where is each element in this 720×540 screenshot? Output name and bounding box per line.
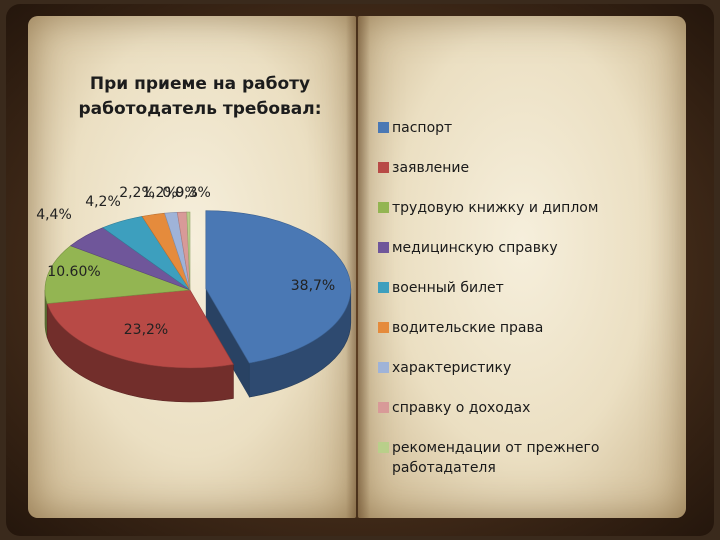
- data-label-3: 4,4%: [36, 207, 72, 223]
- chart-title: При приеме на работу работодатель требов…: [78, 74, 322, 119]
- book-spine: [346, 16, 370, 518]
- legend-label-8: рекомендации от прежнего работадателя: [392, 440, 600, 476]
- pie-slice-8: [186, 211, 191, 291]
- right-page: [358, 16, 686, 518]
- legend-item-5: водительские права: [378, 318, 658, 338]
- legend-item-1: заявление: [378, 158, 658, 178]
- data-label-1: 23,2%: [124, 322, 168, 338]
- data-label-4: 4,2%: [85, 194, 121, 210]
- legend-swatch-4: [378, 282, 389, 293]
- pie-slice-0: [205, 210, 352, 364]
- legend-item-7: справку о доходах: [378, 398, 658, 418]
- legend-swatch-1: [378, 162, 389, 173]
- data-label-6: 1,2%: [142, 185, 178, 201]
- legend-label-1: заявление: [392, 160, 470, 176]
- pie-slice-cut-1: [205, 288, 250, 398]
- pie-slice-1: [46, 289, 234, 369]
- data-label-2: 10.60%: [47, 264, 100, 280]
- legend-label-2: трудовую книжку и диплом: [392, 200, 599, 216]
- legend-swatch-3: [378, 242, 389, 253]
- legend-item-3: медицинскую справку: [378, 238, 658, 258]
- chart-legend: паспорт заявление трудовую книжку и диплом…: [378, 118, 658, 498]
- legend-swatch-6: [378, 362, 389, 373]
- legend-swatch-5: [378, 322, 389, 333]
- pie-slice-2: [44, 245, 191, 304]
- legend-label-7: справку о доходах: [392, 400, 531, 416]
- data-label-7: 0,9%: [162, 185, 198, 201]
- data-label-5: 2,2%: [119, 185, 155, 201]
- legend-item-4: военный билет: [378, 278, 658, 298]
- data-label-8: 0,3%: [175, 185, 211, 201]
- legend-label-5: водительские права: [392, 320, 544, 336]
- data-label-0: 38,7%: [291, 278, 335, 294]
- legend-label-0: паспорт: [392, 120, 453, 136]
- legend-item-6: характеристику: [378, 358, 658, 378]
- legend-label-6: характеристику: [392, 360, 512, 376]
- legend-item-2: трудовую книжку и диплом: [378, 198, 658, 218]
- legend-swatch-0: [378, 122, 389, 133]
- legend-item-0: паспорт: [378, 118, 658, 138]
- legend-swatch-8: [378, 442, 389, 453]
- legend-label-3: медицинскую справку: [392, 240, 558, 256]
- legend-item-8: рекомендации от прежнего работадателя: [378, 438, 658, 478]
- legend-swatch-2: [378, 202, 389, 213]
- legend-swatch-7: [378, 402, 389, 413]
- legend-label-4: военный билет: [392, 280, 504, 296]
